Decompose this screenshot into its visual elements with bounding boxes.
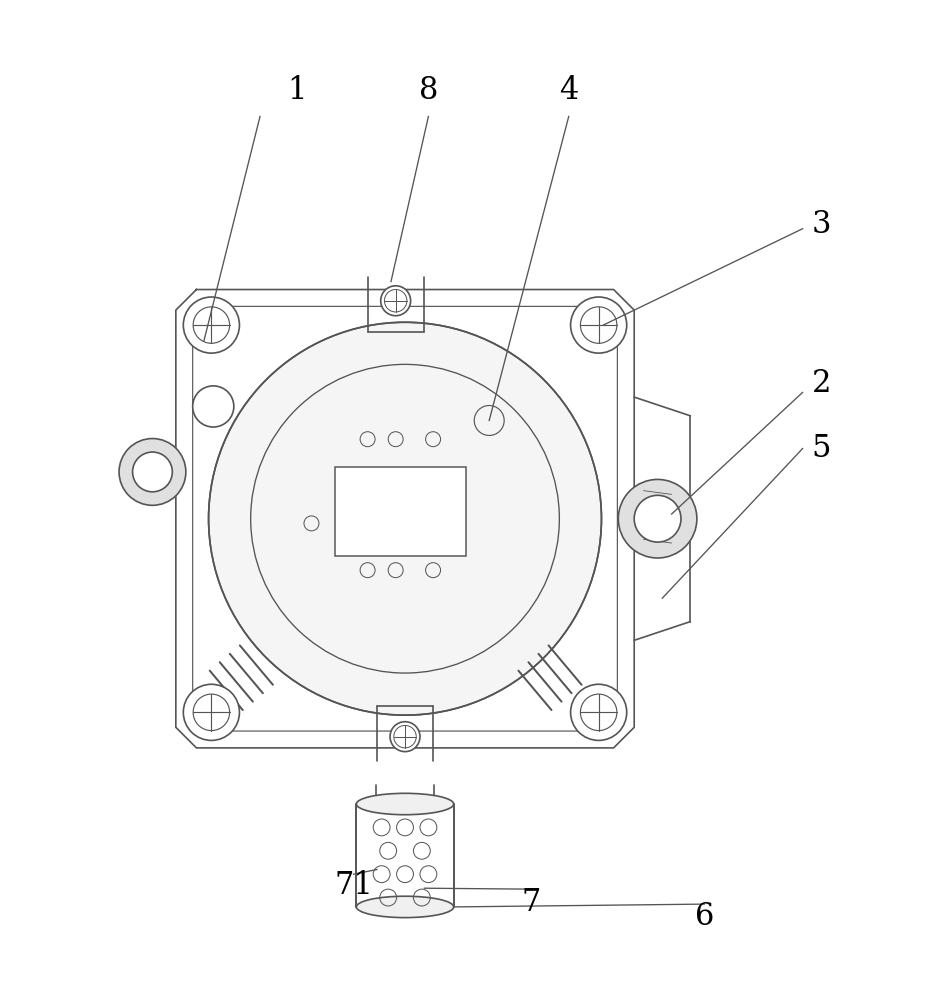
- Text: 8: 8: [419, 75, 439, 106]
- Text: 4: 4: [559, 75, 579, 106]
- Text: 71: 71: [334, 870, 373, 901]
- Polygon shape: [176, 290, 634, 748]
- Circle shape: [381, 286, 410, 316]
- Circle shape: [120, 439, 185, 505]
- Circle shape: [570, 684, 627, 740]
- Text: 2: 2: [811, 368, 831, 399]
- Circle shape: [133, 452, 172, 492]
- Circle shape: [183, 297, 239, 353]
- Text: 3: 3: [811, 209, 831, 240]
- Ellipse shape: [357, 793, 454, 815]
- Circle shape: [209, 322, 601, 715]
- Text: 7: 7: [521, 887, 541, 918]
- Circle shape: [570, 297, 627, 353]
- Bar: [335, 467, 466, 556]
- Circle shape: [618, 479, 697, 558]
- Ellipse shape: [357, 896, 454, 918]
- Circle shape: [183, 684, 239, 740]
- Circle shape: [634, 495, 681, 542]
- Text: 6: 6: [694, 901, 714, 932]
- Text: 1: 1: [288, 75, 307, 106]
- Circle shape: [391, 722, 420, 752]
- Circle shape: [193, 386, 233, 427]
- Text: 5: 5: [811, 433, 831, 464]
